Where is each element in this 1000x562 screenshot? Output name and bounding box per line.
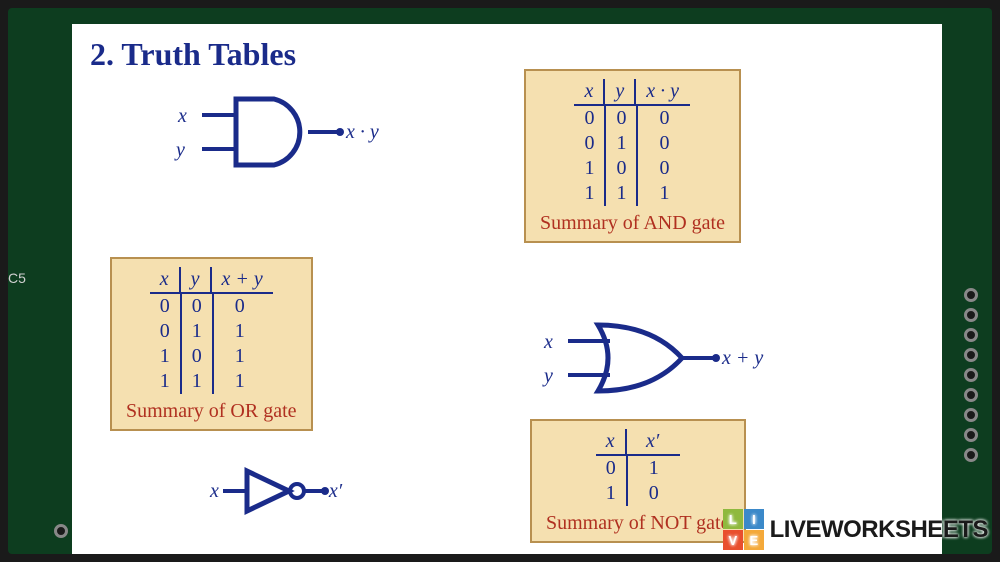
not-gate-diagram: x x′	[210, 461, 342, 521]
pcb-pin	[964, 428, 978, 442]
or-table-caption: Summary of OR gate	[126, 400, 297, 423]
and-truth-table: xyx · y000010100111	[574, 79, 690, 206]
and-truth-table-card: xyx · y000010100111 Summary of AND gate	[524, 69, 741, 243]
watermark-logo-cell: I	[744, 509, 764, 529]
and-gate-diagram: x x · y y	[178, 87, 379, 177]
not-output: x′	[329, 480, 342, 503]
pcb-pin	[964, 448, 978, 462]
watermark-logo-cell: V	[723, 530, 743, 550]
pcb-pin	[964, 408, 978, 422]
not-truth-table: xx′0110	[596, 429, 680, 506]
or-truth-table-card: xyx + y000011101111 Summary of OR gate	[110, 257, 313, 431]
or-gate-diagram: x x + y y	[544, 313, 763, 403]
page-title: 2. Truth Tables	[90, 36, 924, 73]
and-input-y: y	[176, 139, 185, 162]
pcb-pin	[964, 288, 978, 302]
not-truth-table-card: xx′0110 Summary of NOT gate	[530, 419, 746, 543]
or-input-x: x	[544, 331, 553, 354]
watermark-logo-icon: LIVE	[723, 509, 764, 550]
or-input-y: y	[544, 365, 553, 388]
not-table-caption: Summary of NOT gate	[546, 512, 730, 535]
pcb-pin	[964, 388, 978, 402]
and-gate-icon	[196, 87, 346, 177]
or-gate-icon	[562, 313, 722, 403]
and-table-caption: Summary of AND gate	[540, 212, 725, 235]
not-gate-icon	[219, 461, 329, 521]
pcb-c5-label: C5	[8, 270, 26, 286]
and-output: x · y	[346, 121, 379, 144]
or-truth-table: xyx + y000011101111	[150, 267, 273, 394]
watermark-logo-cell: L	[723, 509, 743, 529]
and-input-x: x	[178, 105, 187, 128]
pcb-pin	[964, 308, 978, 322]
content-area: x x · y y x x + y y x x′ xyx · y00001010…	[90, 83, 924, 543]
watermark-logo-cell: E	[744, 530, 764, 550]
watermark-text: LIVEWORKSHEETS	[770, 516, 988, 544]
liveworksheets-watermark: LIVE LIVEWORKSHEETS	[723, 509, 988, 550]
or-output: x + y	[722, 347, 763, 370]
pcb-board: C5 2. Truth Tables x x · y y	[8, 8, 992, 554]
pcb-pin	[54, 524, 68, 538]
pcb-pins-right	[964, 288, 978, 462]
display-screen: 2. Truth Tables x x · y y x x + y y x x′	[72, 24, 942, 554]
pcb-pin	[964, 348, 978, 362]
pcb-pin	[964, 328, 978, 342]
not-input: x	[210, 480, 219, 503]
pcb-pin	[964, 368, 978, 382]
